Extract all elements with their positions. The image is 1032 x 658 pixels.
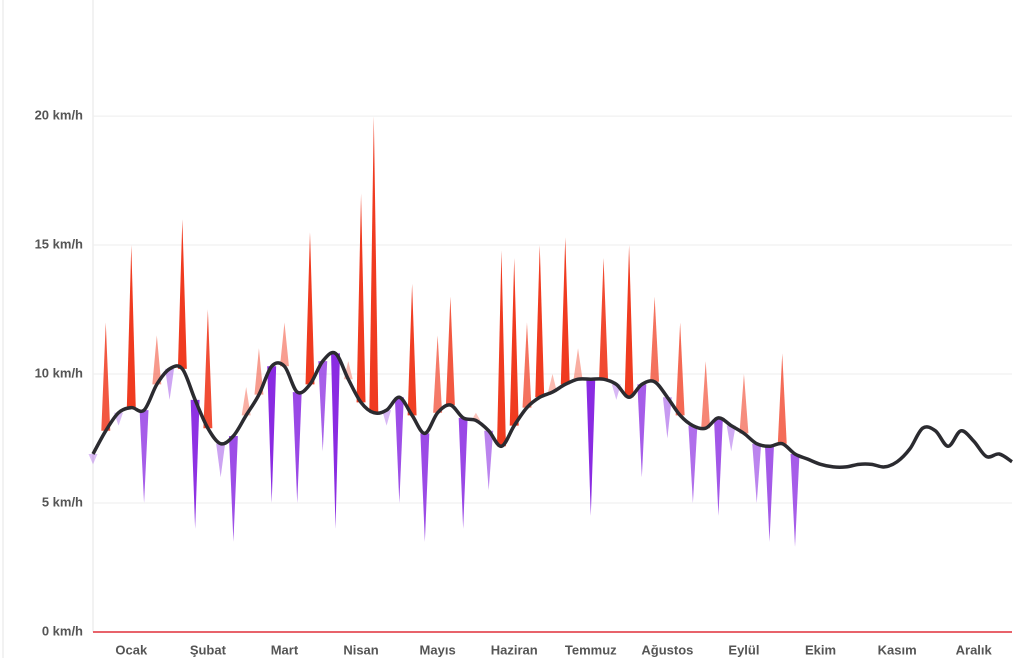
y-tick-label: 20 km/h <box>35 108 83 123</box>
x-tick-label: Ağustos <box>641 642 693 657</box>
y-tick-label: 15 km/h <box>35 236 83 251</box>
below-area <box>726 425 736 452</box>
above-area <box>445 296 455 405</box>
x-tick-label: Ocak <box>115 642 148 657</box>
above-area <box>279 322 289 367</box>
x-tick-label: Haziran <box>491 642 538 657</box>
below-area <box>382 410 392 426</box>
below-area <box>139 410 149 504</box>
below-area <box>420 433 430 542</box>
below-area <box>216 443 226 478</box>
below-area <box>586 379 596 516</box>
below-area <box>790 454 800 547</box>
below-area <box>267 366 277 504</box>
above-area <box>356 193 366 403</box>
above-area <box>496 250 506 447</box>
below-area <box>713 417 723 516</box>
average-line <box>91 350 1013 469</box>
x-tick-label: Ekim <box>805 642 836 657</box>
x-tick-label: Mayıs <box>420 642 456 657</box>
y-tick-label: 10 km/h <box>35 365 83 380</box>
below-area <box>662 397 672 439</box>
above-area <box>407 283 417 416</box>
below-area <box>165 368 175 400</box>
below-area <box>331 353 340 529</box>
x-tick-label: Mart <box>271 642 299 657</box>
above-area <box>675 322 685 416</box>
x-tick-label: Eylül <box>728 642 759 657</box>
below-area <box>752 443 762 504</box>
above-area <box>777 353 787 444</box>
y-tick-label: 5 km/h <box>42 494 83 509</box>
below-area <box>765 446 774 542</box>
below-area <box>190 399 200 529</box>
above-area <box>101 322 111 431</box>
above-area <box>548 374 557 393</box>
x-tick-label: Aralık <box>956 642 993 657</box>
above-area <box>369 116 379 413</box>
above-area <box>203 309 213 429</box>
below-area <box>637 384 647 478</box>
above-area <box>254 348 264 395</box>
above-area <box>177 219 187 369</box>
x-tick-label: Temmuz <box>565 642 617 657</box>
above-area <box>560 237 570 385</box>
above-area <box>535 245 545 398</box>
above-area <box>305 232 315 385</box>
above-area <box>739 374 749 434</box>
above-area <box>573 348 583 380</box>
below-area <box>394 397 404 504</box>
above-area <box>599 257 609 380</box>
below-area <box>458 417 468 529</box>
below-area <box>228 435 238 542</box>
above-area <box>624 245 634 398</box>
above-area <box>433 335 443 413</box>
above-area <box>522 322 532 408</box>
below-area <box>688 425 698 504</box>
below-area <box>318 361 328 452</box>
above-area <box>650 296 660 382</box>
above-area <box>509 257 519 426</box>
below-area <box>88 454 98 465</box>
x-tick-label: Kasım <box>878 642 917 657</box>
x-tick-label: Şubat <box>190 642 227 657</box>
above-area <box>241 386 251 416</box>
x-tick-label: Nisan <box>343 642 378 657</box>
below-area <box>484 430 494 491</box>
above-area <box>701 361 711 429</box>
above-area <box>126 245 136 408</box>
below-area <box>292 392 302 504</box>
above-area <box>152 335 162 385</box>
y-tick-label: 0 km/h <box>42 623 83 638</box>
